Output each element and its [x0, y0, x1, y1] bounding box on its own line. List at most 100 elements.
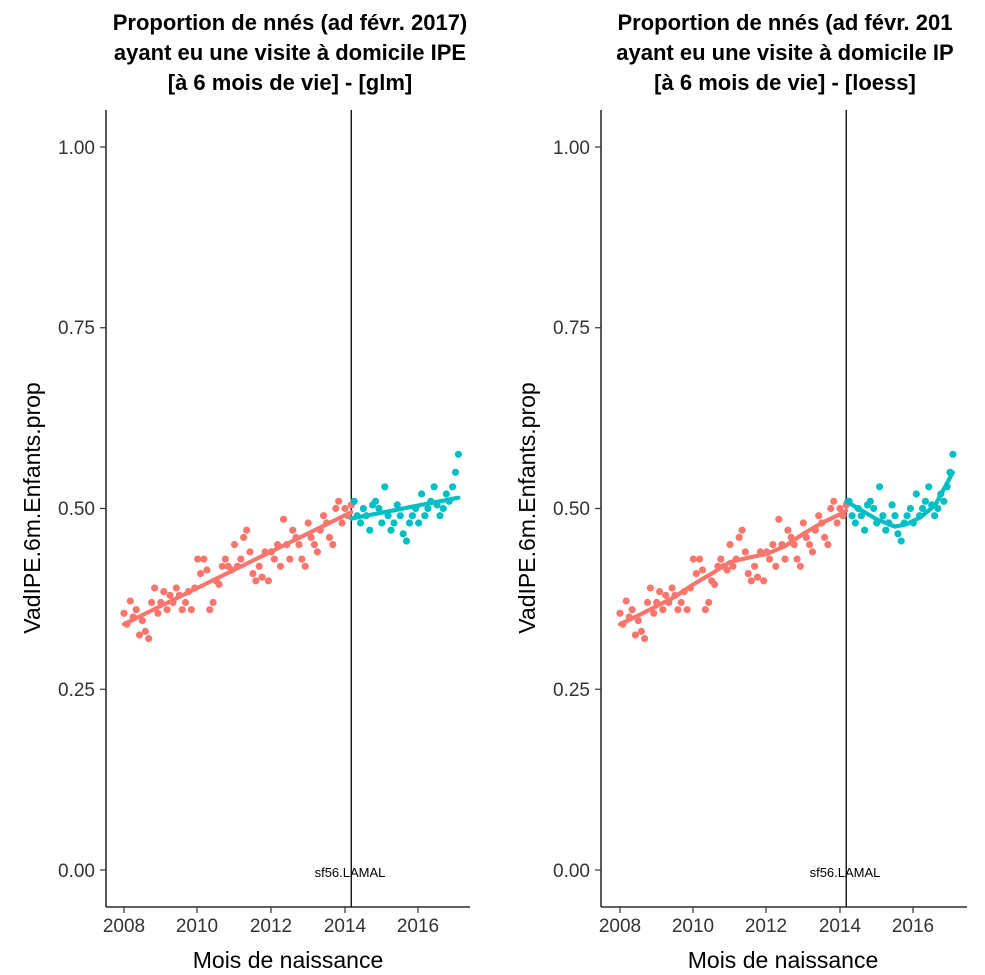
data-point	[894, 530, 902, 538]
data-point	[449, 483, 457, 491]
data-point	[735, 533, 743, 542]
data-point	[799, 519, 807, 527]
data-point	[138, 617, 146, 625]
data-point	[320, 512, 328, 520]
data-point	[313, 548, 321, 556]
chart-title: Proportion de nnés (ad févr. 201 ayant e…	[616, 10, 953, 95]
data-point	[931, 512, 939, 520]
x-tick-label: 2014	[324, 916, 367, 937]
data-point	[304, 519, 312, 527]
data-point	[194, 555, 202, 563]
x-axis-label: Mois de naissance	[688, 947, 879, 973]
data-point	[359, 504, 367, 513]
data-point	[784, 526, 792, 534]
data-point	[141, 627, 149, 636]
data-point	[741, 548, 750, 556]
fit-line	[617, 508, 849, 627]
data-point	[744, 570, 752, 578]
data-point	[821, 533, 829, 542]
data-point	[366, 526, 374, 534]
fit-line	[349, 495, 461, 521]
data-point	[325, 533, 334, 542]
data-point	[637, 627, 645, 636]
data-point	[289, 526, 297, 534]
data-point	[424, 504, 432, 513]
y-tick-label: 0.00	[58, 861, 95, 882]
data-point	[646, 584, 655, 592]
data-point	[659, 606, 667, 614]
x-tick-label: 2016	[892, 916, 934, 937]
data-point	[172, 584, 180, 592]
data-point	[766, 555, 774, 563]
data-point	[723, 566, 731, 574]
data-point	[870, 504, 878, 513]
annotation-label: sf56.LAMAL	[810, 865, 881, 880]
data-point	[683, 606, 691, 614]
data-point	[375, 504, 383, 513]
data-point	[753, 573, 762, 581]
data-point	[906, 504, 915, 513]
data-point	[209, 598, 217, 607]
x-tick-label: 2012	[250, 916, 292, 937]
data-point	[806, 541, 814, 549]
data-point	[415, 519, 423, 527]
data-point	[246, 548, 254, 556]
data-point	[160, 588, 168, 596]
data-point	[668, 584, 676, 592]
data-point	[270, 555, 278, 563]
data-point	[793, 555, 801, 563]
data-point	[350, 497, 358, 505]
data-point	[830, 497, 838, 505]
data-point	[408, 512, 416, 520]
data-point	[836, 504, 844, 513]
title-line-3: [à 6 mois de vie] - [loess]	[654, 70, 916, 95]
data-point	[634, 617, 642, 625]
data-point	[641, 635, 649, 643]
data-point	[689, 555, 697, 563]
data-point	[439, 504, 447, 513]
data-point	[276, 562, 285, 570]
data-point	[772, 562, 780, 570]
data-point	[918, 504, 927, 513]
data-point	[622, 597, 630, 605]
x-tick-label: 2016	[397, 916, 439, 937]
x-axis-label: Mois de naissance	[193, 947, 384, 973]
data-point	[662, 591, 670, 599]
data-point	[200, 555, 208, 563]
data-point	[120, 609, 128, 617]
data-point	[781, 555, 789, 563]
data-point	[148, 598, 156, 607]
y-tick-label: 0.75	[58, 318, 95, 339]
data-point	[677, 598, 685, 607]
data-point	[656, 588, 664, 596]
data-point	[197, 570, 205, 578]
data-point	[206, 606, 214, 614]
data-point	[203, 566, 211, 574]
x-tick-label: 2012	[745, 916, 787, 937]
y-axis-label: VadIPE.6m.Enfants.prop	[514, 382, 540, 633]
data-point	[436, 512, 444, 520]
data-point	[879, 512, 887, 520]
data-point	[674, 606, 682, 614]
data-point	[252, 577, 260, 585]
data-point	[301, 562, 309, 570]
data-point	[442, 490, 450, 498]
data-point	[628, 606, 636, 614]
data-point	[307, 533, 315, 542]
x-tick-label: 2010	[176, 916, 218, 937]
data-point	[310, 541, 318, 549]
data-point	[848, 512, 856, 520]
data-point	[882, 526, 890, 534]
data-point	[616, 609, 624, 617]
data-point	[857, 512, 865, 520]
data-point	[876, 483, 884, 491]
data-point	[154, 609, 162, 617]
data-point	[329, 541, 337, 549]
data-point	[230, 541, 239, 549]
y-axis-label: VadIPE.6m.Enfants.prop	[19, 382, 45, 633]
x-tick-label: 2008	[599, 916, 641, 937]
data-point	[298, 555, 306, 563]
data-point	[888, 501, 896, 509]
data-point	[249, 570, 257, 578]
